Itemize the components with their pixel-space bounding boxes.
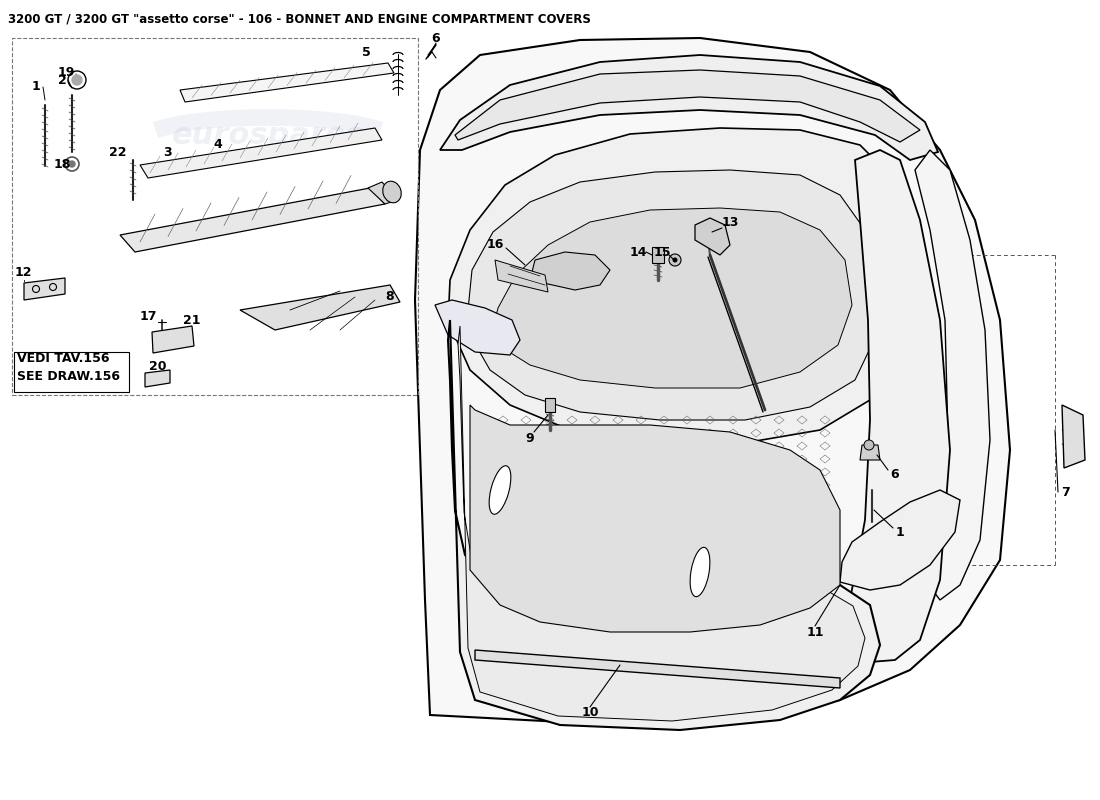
Polygon shape [145,370,170,387]
Ellipse shape [690,547,710,597]
Circle shape [864,440,874,450]
Text: 4: 4 [213,138,222,151]
Text: eurospares: eurospares [172,121,364,150]
Text: 14: 14 [629,246,647,258]
Polygon shape [495,260,548,292]
Polygon shape [152,326,194,353]
Text: 20: 20 [150,359,167,373]
Polygon shape [140,128,382,178]
Polygon shape [475,650,840,688]
Text: VEDI TAV.156
SEE DRAW.156: VEDI TAV.156 SEE DRAW.156 [16,352,120,383]
Text: 11: 11 [806,626,824,638]
Polygon shape [695,218,730,255]
Text: 19: 19 [57,66,75,78]
Text: 5: 5 [362,46,371,58]
Polygon shape [490,208,852,388]
Text: 21: 21 [184,314,200,326]
Text: 8: 8 [386,290,394,303]
Text: 15: 15 [653,246,671,258]
Polygon shape [458,326,865,721]
Ellipse shape [383,182,402,202]
Text: 1: 1 [32,81,41,94]
Text: 2: 2 [57,74,66,86]
Polygon shape [1062,405,1085,468]
Polygon shape [544,398,556,412]
Text: 6: 6 [891,469,900,482]
Text: 3: 3 [164,146,173,158]
Polygon shape [468,170,878,420]
Text: 1: 1 [895,526,904,538]
Text: 22: 22 [109,146,126,158]
Polygon shape [415,38,1010,725]
Polygon shape [448,320,880,730]
Circle shape [672,258,678,262]
Polygon shape [120,188,385,252]
FancyBboxPatch shape [14,352,129,392]
Polygon shape [240,285,400,330]
Text: 17: 17 [140,310,156,323]
Text: 7: 7 [1060,486,1069,498]
Text: 16: 16 [486,238,504,251]
Circle shape [669,254,681,266]
Polygon shape [840,490,960,590]
Polygon shape [180,63,394,102]
Text: 9: 9 [526,431,535,445]
Polygon shape [530,252,610,290]
Polygon shape [470,405,840,632]
Polygon shape [915,150,990,600]
Polygon shape [440,55,938,160]
Text: 3200 GT / 3200 GT "assetto corse" - 106 - BONNET AND ENGINE COMPARTMENT COVERS: 3200 GT / 3200 GT "assetto corse" - 106 … [8,13,591,26]
Polygon shape [368,182,398,204]
Text: 10: 10 [581,706,598,718]
Polygon shape [850,150,950,662]
Ellipse shape [490,466,510,514]
Polygon shape [652,247,664,263]
Polygon shape [860,445,880,460]
Text: 6: 6 [431,31,440,45]
Polygon shape [24,278,65,300]
Circle shape [72,75,82,85]
Circle shape [69,161,75,167]
Text: 12: 12 [15,266,33,279]
Polygon shape [448,128,910,442]
Text: 13: 13 [722,215,739,229]
Polygon shape [455,70,920,142]
Text: 18: 18 [53,158,70,170]
Polygon shape [434,300,520,355]
Text: eurospares: eurospares [592,306,784,334]
